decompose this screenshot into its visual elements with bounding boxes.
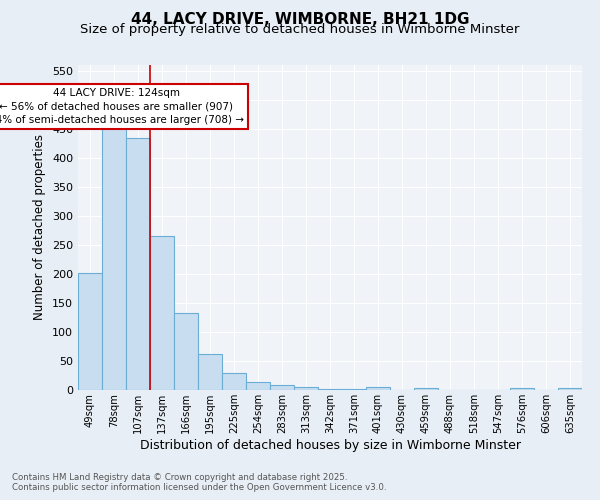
- Text: Contains HM Land Registry data © Crown copyright and database right 2025.: Contains HM Land Registry data © Crown c…: [12, 474, 347, 482]
- Bar: [366, 387, 390, 390]
- Text: 44, LACY DRIVE, WIMBORNE, BH21 1DG: 44, LACY DRIVE, WIMBORNE, BH21 1DG: [131, 12, 469, 28]
- Bar: [78, 273, 102, 390]
- Bar: [150, 236, 174, 390]
- Bar: [558, 388, 582, 390]
- Text: Size of property relative to detached houses in Wimborne Minster: Size of property relative to detached ho…: [80, 22, 520, 36]
- X-axis label: Distribution of detached houses by size in Wimborne Minster: Distribution of detached houses by size …: [139, 438, 521, 452]
- Bar: [222, 372, 246, 390]
- Y-axis label: Number of detached properties: Number of detached properties: [34, 134, 46, 320]
- Bar: [318, 389, 342, 390]
- Bar: [270, 386, 294, 390]
- Bar: [126, 138, 150, 390]
- Bar: [342, 389, 366, 390]
- Bar: [102, 123, 126, 390]
- Bar: [414, 388, 438, 390]
- Bar: [294, 387, 318, 390]
- Bar: [510, 388, 534, 390]
- Bar: [174, 313, 198, 390]
- Bar: [198, 354, 222, 390]
- Text: Contains public sector information licensed under the Open Government Licence v3: Contains public sector information licen…: [12, 484, 386, 492]
- Bar: [246, 382, 270, 390]
- Text: 44 LACY DRIVE: 124sqm
← 56% of detached houses are smaller (907)
44% of semi-det: 44 LACY DRIVE: 124sqm ← 56% of detached …: [0, 88, 244, 124]
